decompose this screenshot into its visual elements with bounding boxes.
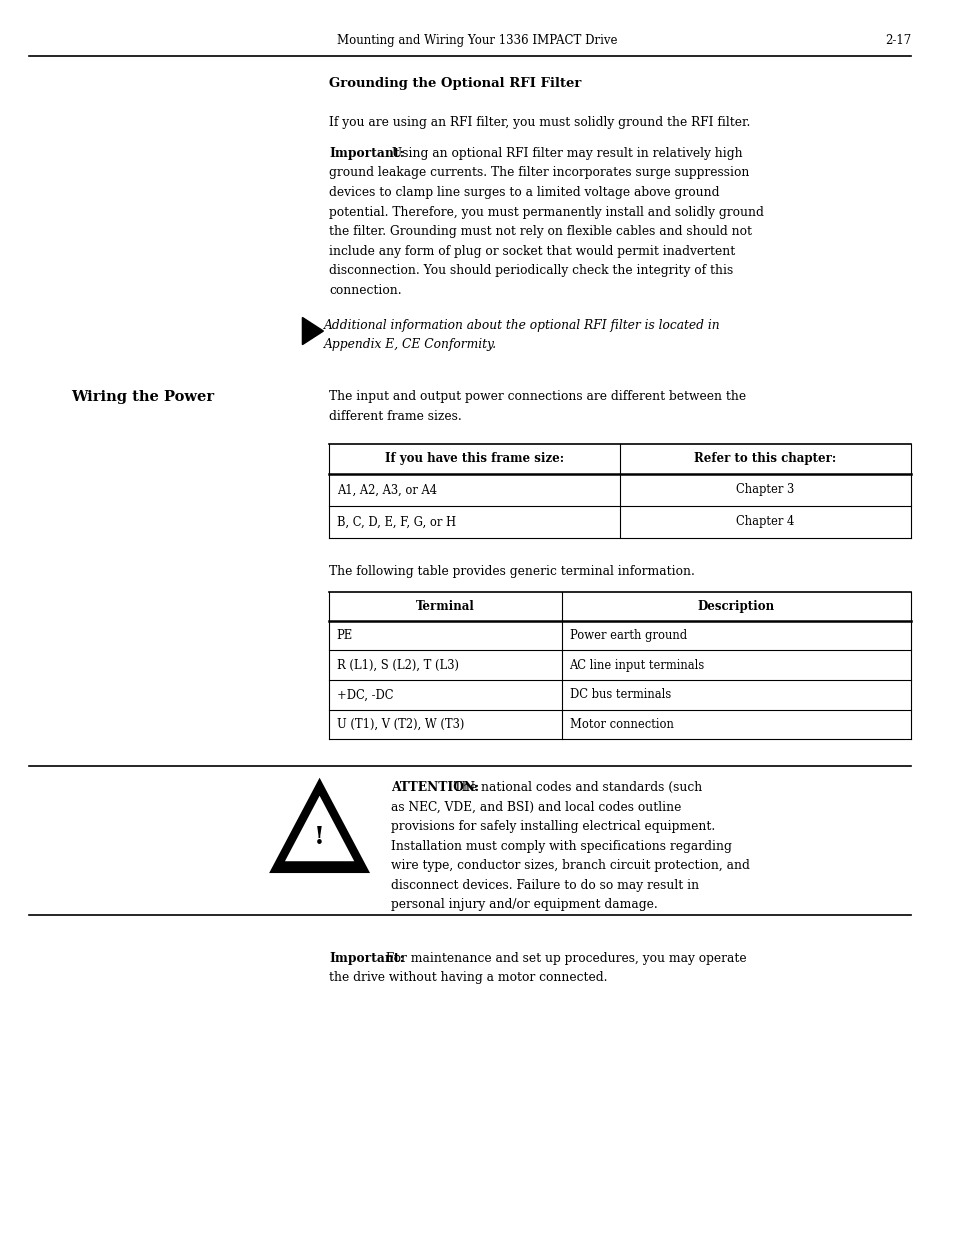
Text: Chapter 4: Chapter 4: [736, 515, 794, 529]
Text: include any form of plug or socket that would permit inadvertent: include any form of plug or socket that …: [329, 245, 735, 258]
Text: devices to clamp line surges to a limited voltage above ground: devices to clamp line surges to a limite…: [329, 186, 719, 199]
Text: If you have this frame size:: If you have this frame size:: [385, 452, 563, 466]
Text: Additional information about the optional RFI filter is located in: Additional information about the optiona…: [324, 319, 720, 332]
Text: personal injury and/or equipment damage.: personal injury and/or equipment damage.: [391, 898, 658, 911]
Text: Appendix E, CE Conformity.: Appendix E, CE Conformity.: [324, 338, 497, 351]
Text: R (L1), S (L2), T (L3): R (L1), S (L2), T (L3): [336, 658, 458, 672]
Text: provisions for safely installing electrical equipment.: provisions for safely installing electri…: [391, 820, 715, 834]
Text: Terminal: Terminal: [416, 600, 475, 613]
Text: Wiring the Power: Wiring the Power: [71, 390, 214, 404]
Text: 2-17: 2-17: [883, 33, 910, 47]
Text: disconnect devices. Failure to do so may result in: disconnect devices. Failure to do so may…: [391, 879, 699, 892]
Text: Important:: Important:: [329, 952, 404, 965]
Text: The input and output power connections are different between the: The input and output power connections a…: [329, 390, 745, 403]
Text: Using an optional RFI filter may result in relatively high: Using an optional RFI filter may result …: [388, 147, 742, 161]
Text: The following table provides generic terminal information.: The following table provides generic ter…: [329, 566, 695, 578]
Text: different frame sizes.: different frame sizes.: [329, 410, 461, 422]
Text: For maintenance and set up procedures, you may operate: For maintenance and set up procedures, y…: [381, 952, 745, 965]
Text: Motor connection: Motor connection: [569, 718, 673, 731]
Text: If you are using an RFI filter, you must solidly ground the RFI filter.: If you are using an RFI filter, you must…: [329, 116, 750, 130]
Text: ground leakage currents. The filter incorporates surge suppression: ground leakage currents. The filter inco…: [329, 167, 749, 179]
Text: Power earth ground: Power earth ground: [569, 629, 686, 642]
Text: +DC, -DC: +DC, -DC: [336, 688, 393, 701]
Text: B, C, D, E, F, G, or H: B, C, D, E, F, G, or H: [336, 515, 456, 529]
Text: Chapter 3: Chapter 3: [736, 483, 794, 496]
Text: potential. Therefore, you must permanently install and solidly ground: potential. Therefore, you must permanent…: [329, 205, 763, 219]
Polygon shape: [285, 795, 354, 861]
Text: DC bus terminals: DC bus terminals: [569, 688, 670, 701]
Text: Grounding the Optional RFI Filter: Grounding the Optional RFI Filter: [329, 77, 581, 90]
Text: PE: PE: [336, 629, 353, 642]
Text: connection.: connection.: [329, 284, 401, 296]
Text: AC line input terminals: AC line input terminals: [569, 658, 704, 672]
Polygon shape: [302, 317, 323, 345]
Text: as NEC, VDE, and BSI) and local codes outline: as NEC, VDE, and BSI) and local codes ou…: [391, 800, 680, 814]
Text: Mounting and Wiring Your 1336 IMPACT Drive: Mounting and Wiring Your 1336 IMPACT Dri…: [336, 33, 617, 47]
Text: !: !: [314, 825, 325, 848]
Polygon shape: [272, 781, 367, 872]
Text: ATTENTION:: ATTENTION:: [391, 782, 478, 794]
Text: Installation must comply with specifications regarding: Installation must comply with specificat…: [391, 840, 731, 853]
Text: A1, A2, A3, or A4: A1, A2, A3, or A4: [336, 483, 436, 496]
Text: Important:: Important:: [329, 147, 404, 161]
Text: Refer to this chapter:: Refer to this chapter:: [694, 452, 836, 466]
Text: wire type, conductor sizes, branch circuit protection, and: wire type, conductor sizes, branch circu…: [391, 860, 749, 872]
Text: Description: Description: [698, 600, 774, 613]
Text: U (T1), V (T2), W (T3): U (T1), V (T2), W (T3): [336, 718, 464, 731]
Text: the drive without having a motor connected.: the drive without having a motor connect…: [329, 971, 607, 984]
Text: disconnection. You should periodically check the integrity of this: disconnection. You should periodically c…: [329, 264, 733, 277]
Text: The national codes and standards (such: The national codes and standards (such: [445, 782, 701, 794]
Text: the filter. Grounding must not rely on flexible cables and should not: the filter. Grounding must not rely on f…: [329, 225, 751, 238]
